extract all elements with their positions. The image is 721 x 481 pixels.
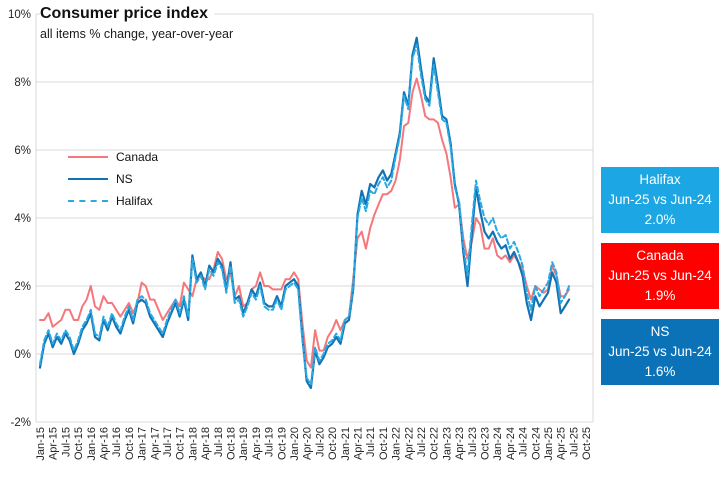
x-tick-label: Jul-17 <box>162 427 174 457</box>
halifax-summary-card: Halifax Jun-25 vs Jun-24 2.0% <box>601 167 719 233</box>
x-tick-label: Jan-17 <box>137 427 149 461</box>
x-tick-label: Jul-22 <box>416 427 428 457</box>
x-tick-label: Oct-25 <box>581 427 593 460</box>
x-tick-label: Apr-19 <box>251 427 263 460</box>
x-tick-label: Jul-20 <box>314 427 326 457</box>
halifax-card-value: 2.0% <box>644 212 676 227</box>
legend-label-halifax: Halifax <box>116 194 153 208</box>
x-tick-label: Jul-24 <box>518 427 530 457</box>
x-tick-label: Oct-19 <box>276 427 288 460</box>
x-tick-label: Oct-15 <box>73 427 85 460</box>
chart-subtitle: all items % change, year-over-year <box>40 26 240 42</box>
legend-label-ns: NS <box>116 172 133 186</box>
ns-summary-card: NS Jun-25 vs Jun-24 1.6% <box>601 319 719 385</box>
y-tick-label: 6% <box>14 145 31 157</box>
y-tick-label: 4% <box>14 213 31 225</box>
legend-item-ns: NS <box>68 168 158 190</box>
x-tick-label: Jan-18 <box>187 427 199 461</box>
ns-line-swatch <box>68 178 108 180</box>
x-tick-label: Jul-16 <box>111 427 123 457</box>
x-tick-label: Jul-23 <box>467 427 479 457</box>
x-tick-label: Jan-24 <box>492 427 504 461</box>
ns-card-period: Jun-25 vs Jun-24 <box>608 344 712 359</box>
halifax-line-swatch <box>68 200 108 202</box>
x-tick-label: Apr-20 <box>302 427 314 460</box>
legend-item-halifax: Halifax <box>68 190 158 212</box>
x-tick-label: Jan-15 <box>35 427 47 461</box>
x-tick-label: Jul-21 <box>365 427 377 457</box>
x-tick-label: Jan-21 <box>340 427 352 461</box>
y-tick-label: -2% <box>11 417 31 429</box>
x-tick-label: Apr-22 <box>403 427 415 460</box>
x-tick-label: Oct-23 <box>479 427 491 460</box>
x-tick-label: Oct-21 <box>378 427 390 460</box>
x-tick-label: Apr-23 <box>454 427 466 460</box>
y-tick-label: 0% <box>14 349 31 361</box>
x-tick-label: Jan-22 <box>391 427 403 461</box>
ns-card-value: 1.6% <box>644 364 676 379</box>
x-tick-label: Apr-16 <box>98 427 110 460</box>
x-tick-label: Jan-20 <box>289 427 301 461</box>
canada-summary-card: Canada Jun-25 vs Jun-24 1.9% <box>601 243 719 309</box>
x-tick-label: Oct-22 <box>429 427 441 460</box>
x-tick-label: Apr-15 <box>48 427 60 460</box>
chart-legend: Canada NS Halifax <box>68 146 158 212</box>
x-tick-label: Jan-25 <box>543 427 555 461</box>
canada-card-period: Jun-25 vs Jun-24 <box>608 268 712 283</box>
x-tick-label: Apr-24 <box>505 427 517 460</box>
x-tick-label: Apr-18 <box>200 427 212 460</box>
y-tick-label: 2% <box>14 281 31 293</box>
chart-title: Consumer price index <box>40 4 215 24</box>
canada-card-value: 1.9% <box>644 288 676 303</box>
x-tick-label: Oct-18 <box>225 427 237 460</box>
x-tick-label: Oct-16 <box>124 427 136 460</box>
halifax-card-title: Halifax <box>639 172 681 187</box>
legend-label-canada: Canada <box>116 150 159 164</box>
x-tick-label: Jan-23 <box>441 427 453 461</box>
x-tick-label: Oct-24 <box>530 427 542 460</box>
x-tick-label: Jan-16 <box>86 427 98 461</box>
x-tick-label: Oct-20 <box>327 427 339 460</box>
legend-item-canada: Canada <box>68 146 158 168</box>
x-tick-label: Jul-25 <box>568 427 580 457</box>
x-tick-label: Jul-15 <box>60 427 72 457</box>
x-tick-label: Oct-17 <box>175 427 187 460</box>
y-tick-label: 10% <box>8 9 31 21</box>
canada-card-title: Canada <box>636 248 684 263</box>
x-tick-label: Jul-18 <box>213 427 225 457</box>
canada-series-line <box>39 77 571 369</box>
halifax-series-line <box>39 43 571 386</box>
x-tick-label: Apr-17 <box>149 427 161 460</box>
halifax-card-period: Jun-25 vs Jun-24 <box>608 192 712 207</box>
canada-line-swatch <box>68 156 108 158</box>
ns-card-title: NS <box>650 324 670 339</box>
x-tick-label: Apr-25 <box>556 427 568 460</box>
x-tick-label: Apr-21 <box>352 427 364 460</box>
y-tick-label: 8% <box>14 77 31 89</box>
x-tick-label: Jan-19 <box>238 427 250 461</box>
x-tick-label: Jul-19 <box>264 427 276 457</box>
